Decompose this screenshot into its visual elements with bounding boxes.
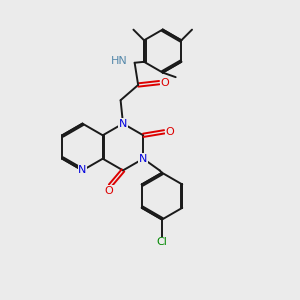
Text: O: O: [160, 78, 169, 88]
Text: O: O: [104, 186, 113, 196]
Text: N: N: [139, 154, 148, 164]
Text: N: N: [119, 118, 127, 129]
Text: O: O: [165, 127, 174, 137]
Text: N: N: [78, 165, 87, 176]
Text: HN: HN: [111, 56, 128, 66]
Text: Cl: Cl: [157, 238, 167, 248]
